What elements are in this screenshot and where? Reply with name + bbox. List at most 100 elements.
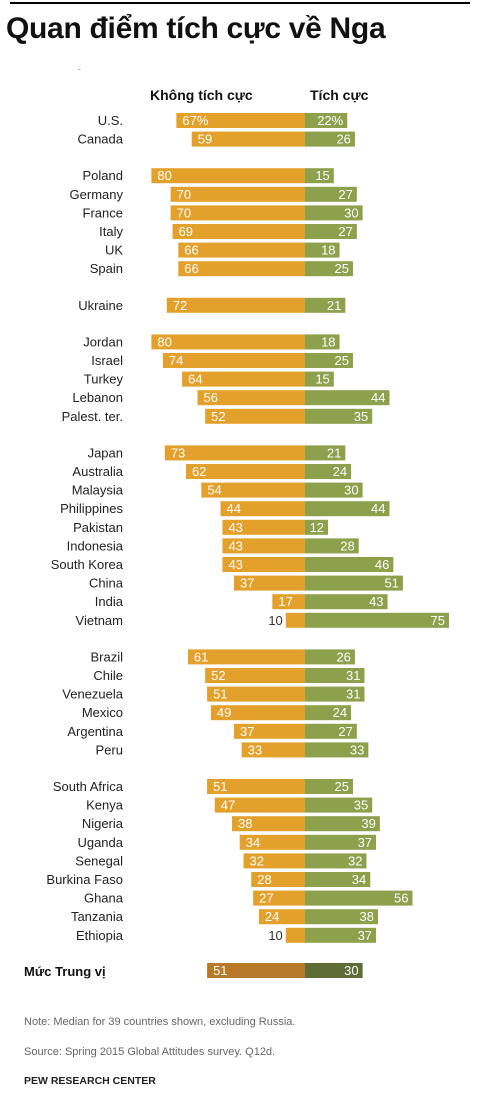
value-positive-brazil: 26 <box>336 649 350 664</box>
bar-negative-china <box>233 575 305 591</box>
value-negative-ethiopia: 10 <box>268 928 282 943</box>
value-negative-senegal: 32 <box>250 853 264 868</box>
value-positive-senegal: 32 <box>348 853 362 868</box>
value-positive-nigeria: 39 <box>361 816 375 831</box>
value-positive-poland: 15 <box>315 168 329 183</box>
bar-positive-argentina <box>305 723 357 739</box>
country-label-kenya: Kenya <box>86 798 124 813</box>
bar-negative-vietnam <box>285 612 305 628</box>
value-positive-germany: 27 <box>338 187 352 202</box>
country-label-lebanon: Lebanon <box>72 390 123 405</box>
bar-negative-venezuela <box>207 686 305 702</box>
country-label-canada: Canada <box>77 132 123 147</box>
country-label-poland: Poland <box>83 168 123 183</box>
country-label-south-africa: South Africa <box>53 779 124 794</box>
bar-positive-israel <box>305 353 353 368</box>
header-positive: Tích cực <box>310 87 369 103</box>
bar-positive-south-korea <box>305 557 394 572</box>
value-positive-philippines: 44 <box>371 501 385 516</box>
bar-negative-japan <box>164 445 305 461</box>
bar-positive-peru <box>305 742 369 758</box>
header-mark: ˇ <box>78 68 81 77</box>
country-label-vietnam: Vietnam <box>76 613 123 628</box>
country-label-malaysia: Malaysia <box>72 483 124 498</box>
value-negative-median: 51 <box>213 963 227 978</box>
bar-negative-pakistan <box>222 519 305 535</box>
country-label-uganda: Uganda <box>77 835 123 850</box>
bar-negative-turkey <box>182 371 305 387</box>
chart-note: Note: Median for 39 countries shown, exc… <box>24 1016 296 1028</box>
country-label-france: France <box>83 205 123 220</box>
bar-negative-lebanon <box>197 390 305 406</box>
bar-positive-pakistan <box>305 519 329 535</box>
bar-positive-kenya <box>305 797 373 813</box>
bar-positive-south-africa <box>305 779 353 794</box>
brand-label: PEW RESEARCH CENTER <box>24 1075 156 1087</box>
value-negative-jordan: 80 <box>157 334 171 349</box>
value-negative-u-s-: 67% <box>182 113 208 128</box>
value-negative-italy: 69 <box>179 224 193 239</box>
value-positive-mexico: 24 <box>333 705 347 720</box>
country-label-ukraine: Ukraine <box>78 298 123 313</box>
bar-positive-senegal <box>305 853 367 869</box>
bar-positive-malaysia <box>305 482 363 498</box>
bar-positive-turkey <box>305 371 334 387</box>
bar-positive-canada <box>305 131 355 147</box>
value-negative-uganda: 34 <box>246 835 260 850</box>
bar-positive-spain <box>305 261 353 277</box>
value-positive-south-korea: 46 <box>375 557 389 572</box>
value-positive-australia: 24 <box>333 464 347 479</box>
bar-positive-burkina-faso <box>305 872 371 887</box>
value-negative-argentina: 37 <box>240 724 254 739</box>
value-positive-kenya: 35 <box>354 798 368 813</box>
bar-negative-australia <box>185 464 305 479</box>
bar-positive-chile <box>305 668 365 683</box>
value-positive-japan: 21 <box>327 445 341 460</box>
bar-negative-senegal <box>243 853 305 869</box>
value-negative-vietnam: 10 <box>268 613 282 628</box>
bar-negative-ghana <box>253 890 305 906</box>
country-label-china: China <box>89 576 124 591</box>
value-negative-israel: 74 <box>169 353 183 368</box>
value-positive-uganda: 37 <box>358 835 372 850</box>
country-label-israel: Israel <box>91 353 123 368</box>
bar-positive-venezuela <box>305 686 365 702</box>
country-label-italy: Italy <box>99 224 123 239</box>
value-negative-nigeria: 38 <box>238 816 252 831</box>
value-negative-mexico: 49 <box>217 705 231 720</box>
bar-negative-spain <box>178 261 305 277</box>
bar-positive-poland <box>305 168 334 184</box>
median-label: Mức Trung vị <box>24 964 106 979</box>
value-negative-philippines: 44 <box>227 501 241 516</box>
bar-positive-japan <box>305 445 346 461</box>
chart-source: Source: Spring 2015 Global Attitudes sur… <box>24 1046 276 1058</box>
country-label-turkey: Turkey <box>84 372 124 387</box>
country-label-u-s-: U.S. <box>98 113 123 128</box>
bar-negative-poland <box>151 168 305 184</box>
value-positive-ethiopia: 37 <box>358 928 372 943</box>
bar-positive-france <box>305 205 363 221</box>
bar-negative-burkina-faso <box>251 872 305 887</box>
value-negative-lebanon: 56 <box>203 390 217 405</box>
value-positive-burkina-faso: 34 <box>352 872 366 887</box>
value-negative-germany: 70 <box>177 187 191 202</box>
value-negative-pakistan: 43 <box>228 520 242 535</box>
value-positive-uk: 18 <box>321 243 335 258</box>
value-positive-vietnam: 75 <box>431 613 445 628</box>
value-negative-tanzania: 24 <box>265 909 279 924</box>
value-negative-indonesia: 43 <box>228 538 242 553</box>
country-label-brazil: Brazil <box>90 649 123 664</box>
value-negative-peru: 33 <box>248 742 262 757</box>
bar-positive-italy <box>305 224 357 239</box>
country-label-ghana: Ghana <box>84 891 124 906</box>
country-label-india: India <box>95 594 124 609</box>
value-positive-argentina: 27 <box>338 724 352 739</box>
bar-negative-nigeria <box>232 816 305 832</box>
country-label-venezuela: Venezuela <box>62 687 123 702</box>
bar-negative-peru <box>241 742 305 758</box>
bar-negative-ukraine <box>166 297 305 313</box>
value-negative-poland: 80 <box>157 168 171 183</box>
bar-positive-u-s- <box>305 113 348 128</box>
country-label-mexico: Mexico <box>82 705 123 720</box>
country-label-spain: Spain <box>90 261 123 276</box>
